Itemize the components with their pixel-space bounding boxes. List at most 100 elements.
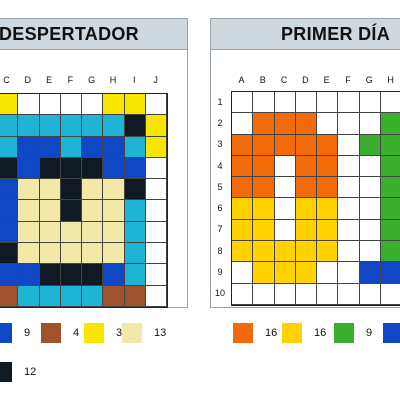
pixel-cell[interactable] [124, 243, 147, 265]
pixel-cell[interactable] [295, 155, 318, 178]
pixel-cell[interactable] [295, 283, 318, 305]
pixel-cell[interactable] [253, 155, 275, 178]
pixel-cell[interactable] [317, 262, 339, 284]
pixel-cell[interactable] [274, 283, 296, 305]
pixel-cell[interactable] [124, 136, 147, 158]
pixel-cell[interactable] [274, 241, 296, 263]
pixel-cell[interactable] [232, 113, 254, 135]
pixel-cell[interactable] [82, 221, 104, 244]
pixel-cell[interactable] [232, 155, 254, 178]
pixel-cell[interactable] [103, 179, 125, 201]
pixel-cell[interactable] [253, 283, 275, 305]
pixel-cell[interactable] [103, 200, 125, 222]
pixel-cell[interactable] [0, 200, 19, 222]
pixel-cell[interactable] [359, 198, 382, 220]
pixel-cell[interactable] [18, 221, 40, 244]
pixel-cell[interactable] [39, 157, 61, 180]
pixel-cell[interactable] [0, 243, 19, 265]
pixel-cell[interactable] [146, 157, 168, 180]
pixel-cell[interactable] [338, 283, 360, 305]
pixel-cell[interactable] [39, 221, 61, 244]
pixel-cell[interactable] [359, 177, 382, 199]
pixel-cell[interactable] [82, 200, 104, 222]
pixel-cell[interactable] [39, 243, 61, 265]
pixel-cell[interactable] [317, 198, 339, 220]
pixel-cell[interactable] [274, 155, 296, 178]
pixel-cell[interactable] [60, 157, 83, 180]
pixel-cell[interactable] [82, 94, 104, 116]
pixel-cell[interactable] [317, 155, 339, 178]
pixel-cell[interactable] [82, 179, 104, 201]
pixel-cell[interactable] [232, 219, 254, 242]
pixel-cell[interactable] [18, 115, 40, 137]
pixel-cell[interactable] [253, 113, 275, 135]
pixel-cell[interactable] [82, 285, 104, 307]
pixel-cell[interactable] [274, 113, 296, 135]
pixel-cell[interactable] [18, 200, 40, 222]
pixel-cell[interactable] [146, 285, 168, 307]
pixel-cell[interactable] [338, 177, 360, 199]
pixel-cell[interactable] [18, 179, 40, 201]
pixel-cell[interactable] [359, 283, 382, 305]
pixel-cell[interactable] [60, 136, 83, 158]
pixel-cell[interactable] [39, 285, 61, 307]
pixel-cell[interactable] [18, 94, 40, 116]
pixel-cell[interactable] [60, 264, 83, 286]
pixel-cell[interactable] [18, 136, 40, 158]
pixel-cell[interactable] [381, 155, 400, 178]
pixel-cell[interactable] [317, 241, 339, 263]
pixel-cell[interactable] [18, 264, 40, 286]
pixel-cell[interactable] [274, 262, 296, 284]
pixel-cell[interactable] [0, 94, 19, 116]
pixel-cell[interactable] [338, 92, 360, 114]
pixel-cell[interactable] [295, 241, 318, 263]
pixel-cell[interactable] [146, 179, 168, 201]
pixel-cell[interactable] [124, 94, 147, 116]
pixel-cell[interactable] [124, 285, 147, 307]
pixel-cell[interactable] [317, 219, 339, 242]
pixel-cell[interactable] [0, 221, 19, 244]
pixel-cell[interactable] [0, 264, 19, 286]
pixel-cell[interactable] [124, 179, 147, 201]
pixel-cell[interactable] [103, 115, 125, 137]
pixel-cell[interactable] [60, 243, 83, 265]
pixel-cell[interactable] [359, 155, 382, 178]
pixel-cell[interactable] [60, 179, 83, 201]
pixel-cell[interactable] [232, 92, 254, 114]
pixel-cell[interactable] [295, 262, 318, 284]
pixel-cell[interactable] [232, 241, 254, 263]
pixel-cell[interactable] [338, 155, 360, 178]
pixel-cell[interactable] [253, 219, 275, 242]
pixel-cell[interactable] [338, 262, 360, 284]
pixel-cell[interactable] [381, 241, 400, 263]
pixel-cell[interactable] [103, 94, 125, 116]
pixel-cell[interactable] [253, 241, 275, 263]
pixel-cell[interactable] [232, 177, 254, 199]
pixel-cell[interactable] [60, 115, 83, 137]
pixel-cell[interactable] [124, 200, 147, 222]
despertador-grid[interactable] [0, 93, 169, 308]
pixel-cell[interactable] [0, 157, 19, 180]
pixel-cell[interactable] [359, 241, 382, 263]
pixel-cell[interactable] [253, 92, 275, 114]
pixel-cell[interactable] [381, 92, 400, 114]
pixel-cell[interactable] [60, 221, 83, 244]
pixel-cell[interactable] [146, 243, 168, 265]
pixel-cell[interactable] [146, 115, 168, 137]
pixel-cell[interactable] [359, 219, 382, 242]
pixel-cell[interactable] [146, 200, 168, 222]
primer-dia-grid[interactable] [231, 91, 400, 306]
pixel-cell[interactable] [338, 198, 360, 220]
pixel-cell[interactable] [295, 134, 318, 156]
pixel-cell[interactable] [359, 92, 382, 114]
pixel-cell[interactable] [18, 285, 40, 307]
pixel-cell[interactable] [124, 115, 147, 137]
pixel-cell[interactable] [317, 177, 339, 199]
pixel-cell[interactable] [124, 264, 147, 286]
pixel-cell[interactable] [103, 285, 125, 307]
pixel-cell[interactable] [274, 177, 296, 199]
pixel-cell[interactable] [82, 136, 104, 158]
pixel-cell[interactable] [0, 285, 19, 307]
pixel-cell[interactable] [39, 94, 61, 116]
pixel-cell[interactable] [232, 262, 254, 284]
